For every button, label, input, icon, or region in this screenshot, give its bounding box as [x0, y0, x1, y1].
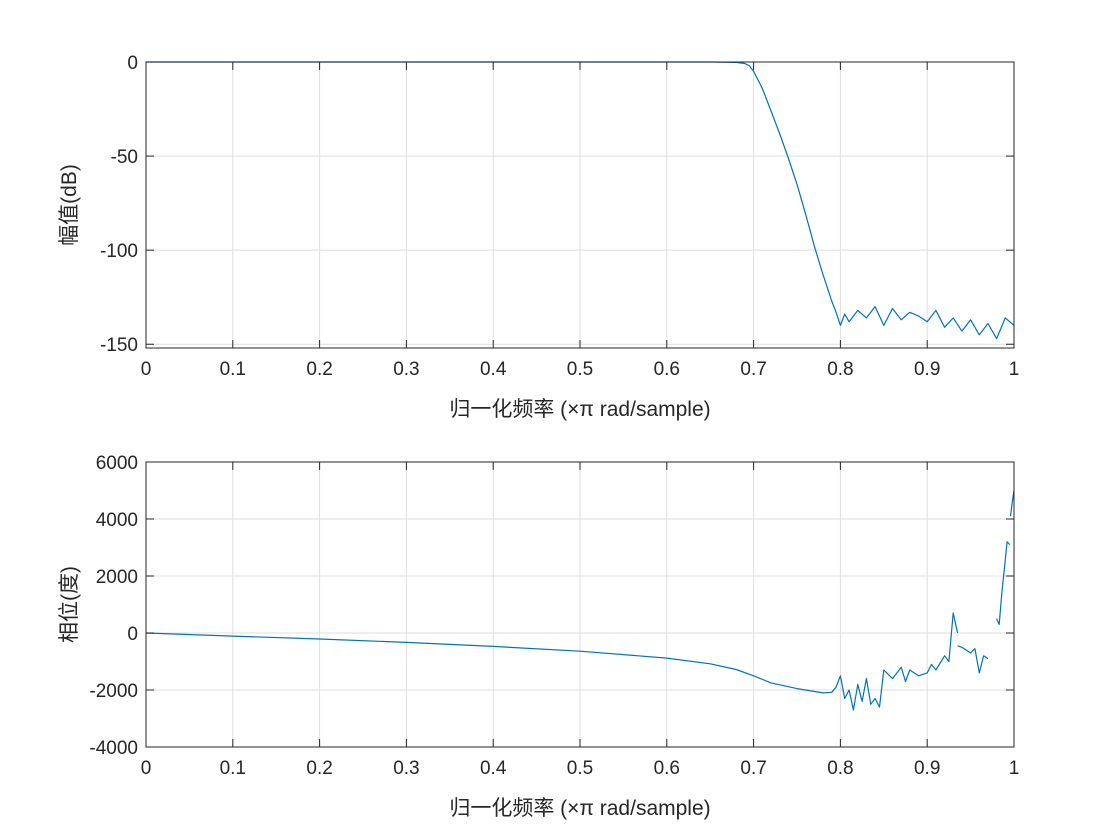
magnitude-y-tick-label: 0 [127, 53, 138, 74]
magnitude-plot: 0 0.1 0.2 0.3 0.4 0.5 0.6 0.7 0.8 0.9 1 -150 -100 -5… [58, 53, 1019, 421]
phase-x-tick-label: 0.8 [827, 758, 853, 779]
phase-series-line-1 [957, 645, 989, 674]
phase-x-tick-label: 0 [141, 758, 152, 779]
phase-y-tick-label: 2000 [96, 567, 138, 588]
magnitude-x-axis-label: 归一化频率 (×π rad/sample) [449, 398, 710, 421]
magnitude-x-tick-label: 0.8 [827, 359, 853, 380]
phase-y-ticks: -4000 -2000 0 2000 4000 6000 [89, 453, 1014, 759]
phase-series-line-0 [145, 612, 959, 711]
phase-y-axis-label: 相位(度) [58, 566, 81, 643]
magnitude-x-tick-label: 0.1 [220, 359, 246, 380]
magnitude-x-tick-label: 0.6 [654, 359, 680, 380]
magnitude-y-tick-label: -100 [100, 241, 138, 262]
magnitude-x-tick-label: 0.7 [740, 359, 766, 380]
phase-series-line-2 [996, 541, 1011, 626]
phase-x-tick-label: 0.5 [567, 758, 593, 779]
phase-x-tick-label: 0.2 [306, 758, 332, 779]
phase-x-tick-label: 0.7 [740, 758, 766, 779]
phase-x-tick-label: 0.6 [654, 758, 680, 779]
magnitude-y-ticks: -150 -100 -50 0 [100, 53, 1014, 356]
magnitude-x-tick-label: 0.2 [306, 359, 332, 380]
phase-plot: 0 0.1 0.2 0.3 0.4 0.5 0.6 0.7 0.8 0.9 1 -4000 -2000… [58, 453, 1019, 820]
magnitude-x-tick-label: 0.4 [480, 359, 507, 380]
phase-y-tick-label: 4000 [96, 510, 138, 531]
magnitude-y-axis-label: 幅值(dB) [58, 164, 81, 246]
phase-x-ticks: 0 0.1 0.2 0.3 0.4 0.5 0.6 0.7 0.8 0.9 1 [141, 462, 1020, 779]
magnitude-x-tick-label: 0.9 [914, 359, 940, 380]
phase-y-tick-label: -2000 [89, 681, 138, 702]
phase-x-tick-label: 1 [1009, 758, 1020, 779]
magnitude-x-tick-label: 0.3 [393, 359, 419, 380]
phase-x-tick-label: 0.9 [914, 758, 940, 779]
magnitude-x-ticks: 0 0.1 0.2 0.3 0.4 0.5 0.6 0.7 0.8 0.9 1 [141, 62, 1020, 380]
magnitude-y-tick-label: -50 [111, 147, 138, 168]
phase-x-tick-label: 0.1 [220, 758, 246, 779]
phase-y-tick-label: 6000 [96, 453, 138, 474]
magnitude-x-tick-label: 1 [1009, 359, 1020, 380]
magnitude-x-tick-label: 0 [141, 359, 152, 380]
phase-y-tick-label: -4000 [89, 738, 138, 759]
phase-y-tick-label: 0 [127, 624, 138, 645]
magnitude-y-tick-label: -150 [100, 335, 138, 356]
phase-x-tick-label: 0.3 [393, 758, 419, 779]
magnitude-x-tick-label: 0.5 [567, 359, 593, 380]
phase-series-group [145, 490, 1015, 711]
phase-x-tick-label: 0.4 [480, 758, 507, 779]
phase-series-line-3 [1009, 490, 1015, 517]
phase-x-axis-label: 归一化频率 (×π rad/sample) [449, 797, 710, 820]
